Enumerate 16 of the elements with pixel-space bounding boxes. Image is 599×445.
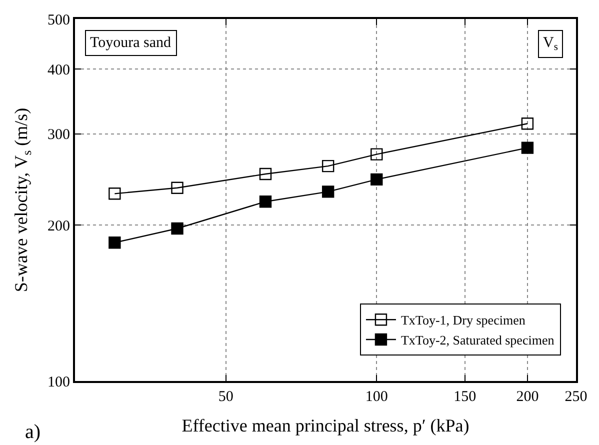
x-axis-title: Effective mean principal stress, p′ (kPa)	[182, 416, 470, 436]
x-tick-label: 100	[365, 389, 388, 405]
y-tick-label: 500	[48, 12, 70, 28]
y-tick-label: 300	[48, 127, 70, 144]
x-tick-label: 250	[564, 389, 588, 405]
legend-label: TxToy-1, Dry specimen	[400, 312, 526, 328]
text: a)	[25, 421, 41, 443]
y-tick-label: 400	[48, 62, 70, 78]
y-tick-label: 200	[48, 218, 70, 234]
y-tick-label: 100	[48, 374, 70, 390]
x-tick-label: 200	[516, 389, 539, 405]
x-tick-label: 50	[218, 389, 234, 405]
legend-label: TxToy-2, Saturated specimen	[400, 332, 555, 348]
annotation: Toyoura sand	[90, 35, 172, 51]
x-tick-label: 150	[454, 389, 476, 405]
annotation: V$_{s}$	[543, 35, 558, 54]
